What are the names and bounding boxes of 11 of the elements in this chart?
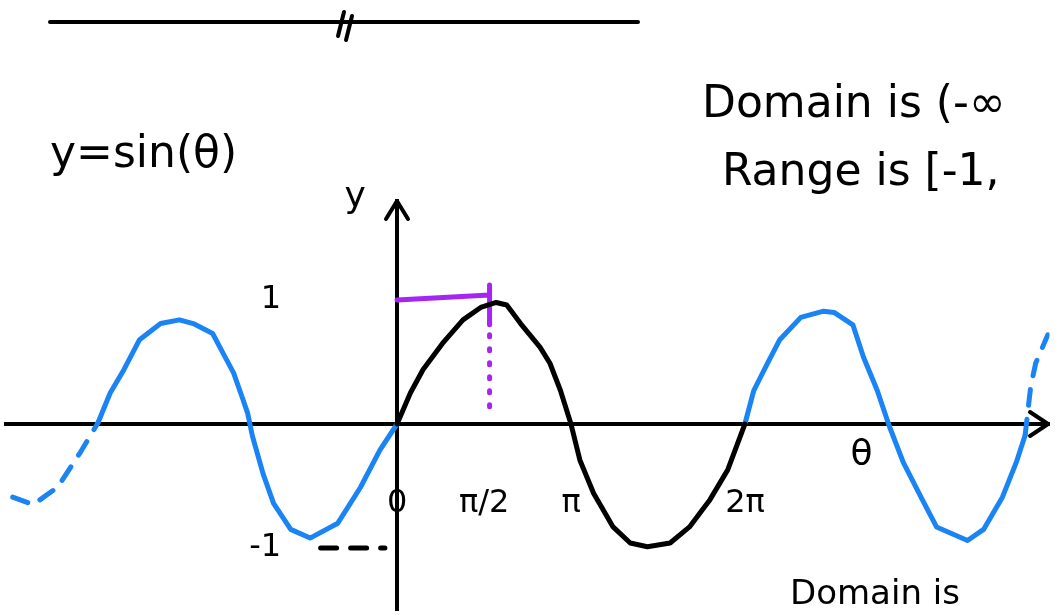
y-tick-label: 1 xyxy=(260,278,282,317)
annotation: Domain is xyxy=(790,572,960,612)
text: Domain is (-∞ xyxy=(702,76,1006,127)
y-axis-title: y xyxy=(344,173,366,215)
x-tick-label: π/2 xyxy=(458,482,510,521)
y-tick-label: -1 xyxy=(249,526,282,565)
x-axis-title: θ xyxy=(850,432,873,474)
chart-title: y=sin(θ) xyxy=(50,126,238,177)
x-tick-label: π xyxy=(561,482,581,521)
text: Range is [-1, xyxy=(722,144,1000,195)
x-tick-label: 2π xyxy=(725,482,765,521)
